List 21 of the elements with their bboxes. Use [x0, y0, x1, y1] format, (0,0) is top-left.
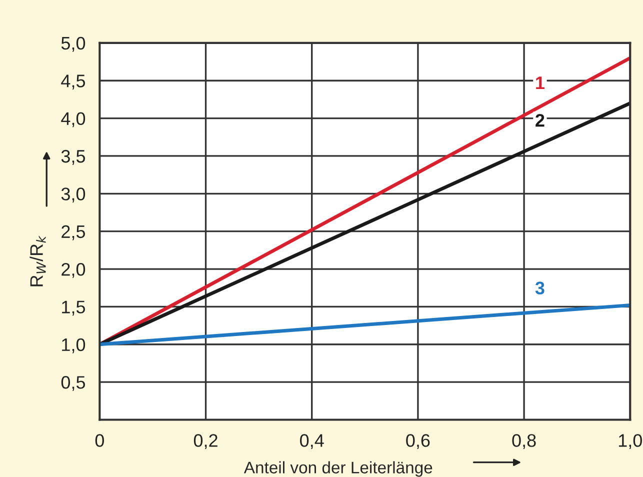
series-label: 1 [536, 76, 544, 90]
y-tick-label: 1,0 [62, 338, 86, 354]
series-label: 3 [535, 282, 544, 294]
x-tick-label: 0,4 [300, 434, 324, 450]
y-tick-label: 2,5 [62, 225, 86, 240]
x-tick-label: 1,0 [618, 434, 642, 450]
x-tick-label: 0 [95, 434, 104, 447]
x-tick-label: 0,2 [194, 434, 218, 450]
y-tick-label: 1,5 [62, 300, 86, 316]
y-tick-label: 0,5 [61, 376, 86, 391]
x-tick-label: 0,8 [512, 434, 536, 450]
y-tick-label: 4,0 [61, 112, 86, 128]
x-axis-title: Anteil von der Leiterlänge [244, 461, 432, 477]
y-tick-label: 3,0 [61, 188, 86, 203]
y-axis-title: R$_{W}$/R$_{k}$ [30, 236, 46, 286]
y-tick-label: 3,5 [61, 150, 86, 165]
y-tick-label: 2,0 [62, 262, 86, 278]
y-tick-label: 5,0 [61, 36, 86, 52]
y-tick-label: 4,5 [61, 74, 86, 90]
x-tick-label: 0,6 [406, 434, 430, 450]
series-label: 2 [536, 114, 544, 127]
